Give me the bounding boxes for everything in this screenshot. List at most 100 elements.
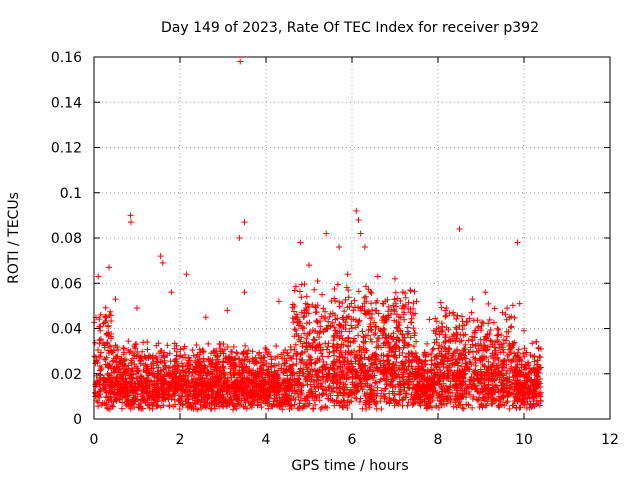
data-point xyxy=(426,316,433,323)
data-point xyxy=(386,390,393,397)
x-tick-label: 4 xyxy=(262,432,271,448)
data-point xyxy=(297,365,304,372)
data-point xyxy=(145,369,152,376)
data-point xyxy=(498,341,505,348)
data-point xyxy=(423,405,430,412)
data-point xyxy=(93,397,100,404)
data-point xyxy=(96,316,103,323)
y-tick-labels: 0 0.02 0.04 0.06 0.08 0.1 0.12 0.14 0.16 xyxy=(51,50,82,428)
y-tick-label: 0 xyxy=(73,412,82,428)
data-point xyxy=(433,326,440,332)
data-point xyxy=(427,398,434,405)
data-point xyxy=(416,399,423,406)
data-point xyxy=(150,400,157,407)
data-point xyxy=(306,330,313,337)
data-point xyxy=(490,319,497,326)
data-point xyxy=(153,380,160,387)
data-point xyxy=(452,399,459,406)
data-point xyxy=(345,287,352,294)
data-point xyxy=(362,283,369,290)
data-point xyxy=(241,360,248,367)
data-point xyxy=(103,399,110,406)
data-point xyxy=(536,375,543,382)
data-point xyxy=(322,403,329,410)
data-point xyxy=(318,350,325,357)
data-point xyxy=(491,350,498,357)
data-point xyxy=(313,317,320,324)
data-point xyxy=(237,58,244,65)
data-point xyxy=(443,305,450,312)
data-point xyxy=(512,397,519,404)
data-point xyxy=(402,390,409,397)
data-point xyxy=(287,384,294,391)
y-axis-label: ROTI / TECUs xyxy=(6,192,22,284)
data-point xyxy=(431,373,438,380)
data-point xyxy=(309,393,316,400)
data-point xyxy=(362,338,369,345)
data-point xyxy=(382,365,389,372)
data-point xyxy=(326,388,333,395)
data-point xyxy=(231,362,238,369)
data-point xyxy=(413,298,420,305)
data-point xyxy=(523,395,530,402)
data-point xyxy=(392,275,398,282)
data-point xyxy=(92,360,99,367)
data-point xyxy=(211,347,218,354)
data-point xyxy=(516,300,523,307)
data-point xyxy=(498,394,505,401)
data-point xyxy=(424,402,431,409)
data-point xyxy=(481,372,488,379)
data-point xyxy=(450,309,457,316)
data-point xyxy=(346,361,353,368)
data-point xyxy=(230,362,237,369)
data-point xyxy=(276,394,283,401)
data-point xyxy=(486,330,493,337)
data-point xyxy=(362,399,369,406)
data-point xyxy=(137,360,144,367)
data-point xyxy=(401,316,408,323)
data-point xyxy=(358,307,365,314)
data-point xyxy=(459,318,466,325)
data-point xyxy=(230,343,237,350)
data-point xyxy=(241,219,248,226)
data-point xyxy=(304,394,311,401)
data-point xyxy=(157,358,164,365)
data-point xyxy=(294,390,301,397)
data-point xyxy=(362,332,369,339)
data-point xyxy=(499,309,506,316)
data-point xyxy=(151,387,158,394)
data-point xyxy=(290,353,297,360)
data-point xyxy=(266,376,273,383)
data-point xyxy=(176,368,183,375)
data-point xyxy=(164,342,171,349)
data-point xyxy=(173,352,180,359)
data-point xyxy=(454,346,461,353)
data-point xyxy=(456,355,463,362)
data-point xyxy=(275,384,282,391)
data-point xyxy=(458,313,465,320)
data-point xyxy=(398,366,405,373)
y-tick-label: 0.06 xyxy=(51,276,82,292)
data-point xyxy=(303,339,310,346)
data-point xyxy=(311,337,318,344)
data-point xyxy=(216,345,223,352)
data-point xyxy=(509,302,516,309)
data-point xyxy=(421,393,428,400)
data-point xyxy=(135,368,142,375)
data-point xyxy=(410,399,417,406)
data-point xyxy=(413,338,420,345)
data-point xyxy=(432,315,439,322)
data-point xyxy=(372,323,379,330)
data-point xyxy=(454,367,461,374)
data-point xyxy=(415,365,422,372)
data-point xyxy=(443,312,450,319)
data-point xyxy=(373,364,380,371)
data-point xyxy=(344,304,351,311)
data-point xyxy=(195,371,202,378)
data-point xyxy=(140,383,147,390)
data-point xyxy=(220,364,227,371)
data-point xyxy=(478,355,485,362)
data-point xyxy=(532,384,539,391)
data-point xyxy=(345,294,352,301)
